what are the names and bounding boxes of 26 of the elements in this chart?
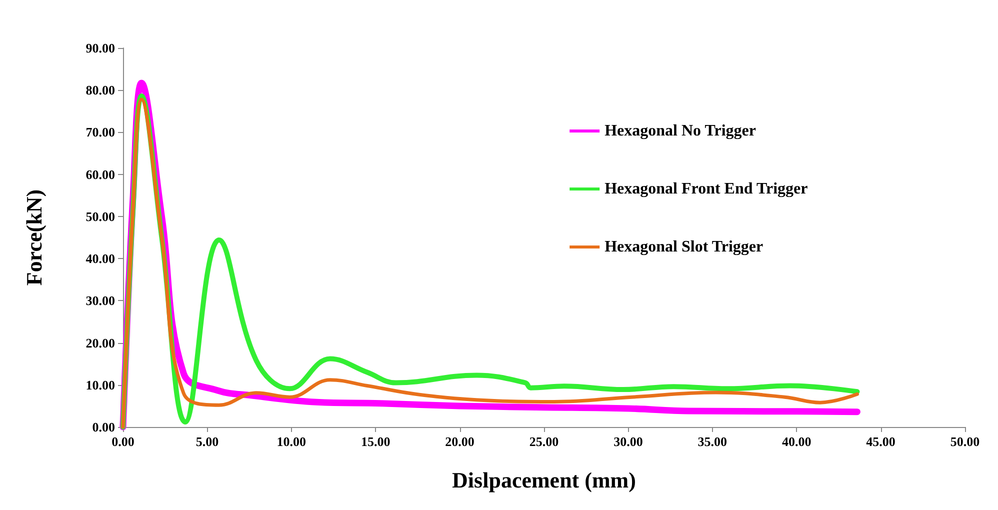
y-tick-label: 10.00 bbox=[86, 377, 115, 392]
x-tick-label: 50.00 bbox=[950, 434, 980, 449]
x-axis-title: Dislpacement (mm) bbox=[452, 468, 636, 492]
y-tick-label: 80.00 bbox=[86, 82, 115, 98]
y-tick-label: 90.00 bbox=[86, 40, 115, 56]
x-tick-label: 45.00 bbox=[866, 434, 896, 449]
y-tick-label: 0.00 bbox=[92, 420, 115, 434]
x-tick-label: 35.00 bbox=[698, 434, 728, 449]
y-tick-label: 70.00 bbox=[86, 124, 115, 140]
x-tick-label: 20.00 bbox=[445, 434, 474, 449]
x-tick-label: 30.00 bbox=[614, 434, 643, 449]
x-tick-label: 0.00 bbox=[112, 434, 134, 449]
y-axis-title: Force(kN) bbox=[22, 189, 46, 286]
y-tick-label: 20.00 bbox=[86, 335, 115, 350]
x-tick-label: 25.00 bbox=[529, 434, 559, 449]
legend-label: Hexagonal No Trigger bbox=[604, 122, 756, 140]
legend-label: Hexagonal Slot Trigger bbox=[604, 238, 764, 256]
y-tick-label: 30.00 bbox=[86, 293, 115, 308]
legend-label: Hexagonal Front End Trigger bbox=[604, 180, 808, 198]
x-tick-label: 40.00 bbox=[782, 434, 812, 449]
x-tick-label: 10.00 bbox=[276, 434, 306, 449]
x-tick-label: 5.00 bbox=[196, 434, 219, 449]
y-tick-label: 40.00 bbox=[86, 251, 115, 266]
x-tick-label: 15.00 bbox=[360, 434, 390, 449]
y-tick-label: 60.00 bbox=[86, 166, 115, 182]
y-tick-label: 50.00 bbox=[86, 208, 115, 224]
